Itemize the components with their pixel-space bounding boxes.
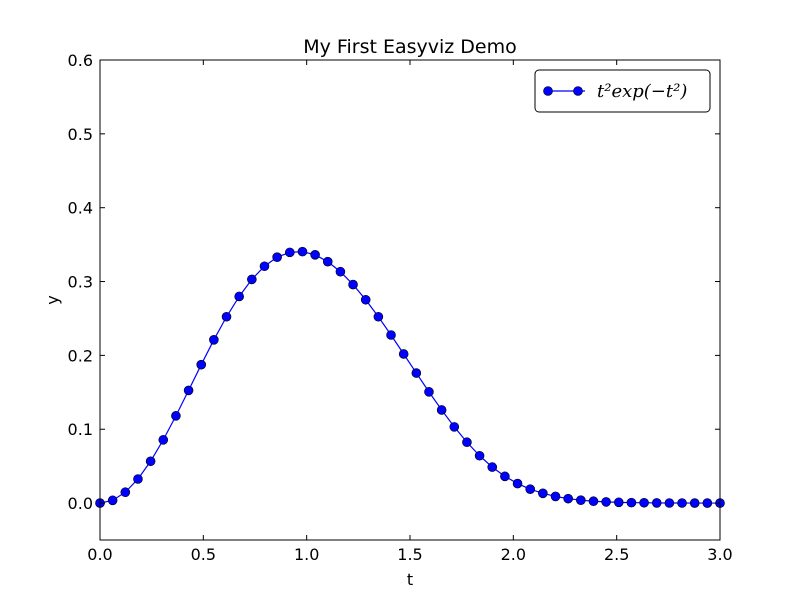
- data-point: [487, 462, 498, 472]
- data-point: [449, 422, 460, 432]
- data-point: [310, 250, 320, 260]
- x-tick-label: 3.0: [707, 545, 732, 564]
- data-point: [158, 435, 169, 445]
- data-point: [500, 471, 510, 482]
- plot-area: 0.0 0.5 1.0 1.5 2.0 2.5 3.0 0.0 0.1 0.2 0.3 0.4 0.5 0…: [68, 51, 733, 564]
- data-point: [424, 387, 434, 397]
- data-point: [247, 274, 257, 285]
- data-point: [183, 385, 194, 396]
- data-point: [322, 256, 333, 267]
- data-point: [297, 246, 308, 257]
- x-tick-label: 2.5: [604, 545, 629, 564]
- legend-marker-swatch: [573, 86, 583, 96]
- data-point: [196, 359, 207, 370]
- data-point: [120, 487, 131, 498]
- y-tick-label: 0.1: [68, 420, 93, 439]
- data-point: [639, 497, 649, 508]
- data-point: [234, 291, 244, 302]
- data-point: [360, 294, 371, 305]
- data-point: [538, 488, 548, 499]
- data-point: [373, 311, 384, 322]
- data-point: [626, 497, 637, 508]
- chart-title: My First Easyviz Demo: [303, 36, 516, 58]
- x-axis-label: t: [407, 570, 413, 589]
- data-point: [563, 493, 573, 504]
- y-tick-label: 0.2: [68, 346, 93, 365]
- x-tick-label: 1.0: [294, 545, 319, 564]
- data-point: [664, 498, 675, 508]
- data-point: [512, 478, 523, 489]
- data-point: [677, 498, 687, 508]
- plot-frame: [99, 59, 721, 541]
- data-point: [348, 279, 358, 290]
- data-point: [436, 405, 447, 415]
- legend: t²exp(−t²): [534, 69, 711, 113]
- data-point: [259, 261, 270, 272]
- data-point: [613, 497, 624, 508]
- data-point: [335, 266, 346, 277]
- data-point: [601, 497, 611, 507]
- y-tick-label: 0.4: [68, 199, 93, 218]
- data-point: [462, 437, 472, 448]
- y-tick-label: 0.6: [68, 51, 93, 70]
- data-point: [171, 411, 181, 421]
- data-point: [398, 349, 409, 359]
- y-tick-label: 0.0: [68, 494, 93, 513]
- y-axis-label: y: [43, 295, 62, 304]
- data-point: [221, 311, 232, 322]
- data-point: [588, 496, 599, 507]
- legend-box: [534, 69, 711, 113]
- data-point: [474, 450, 485, 461]
- x-tick-label: 2.0: [501, 545, 526, 564]
- x-tick-label: 0.5: [191, 545, 216, 564]
- data-point: [272, 252, 282, 262]
- legend-entry-label: t²exp(−t²): [597, 81, 687, 102]
- data-point: [145, 456, 156, 467]
- data-point: [386, 330, 396, 340]
- data-point: [576, 495, 586, 506]
- data-point: [651, 498, 662, 508]
- data-point: [209, 334, 219, 345]
- x-tick-label: 0.0: [87, 545, 112, 564]
- legend-marker-swatch: [543, 86, 553, 96]
- x-tick-label: 1.5: [397, 545, 422, 564]
- data-point: [284, 247, 295, 258]
- data-point: [702, 498, 713, 508]
- data-point: [411, 368, 422, 378]
- data-point: [133, 474, 143, 484]
- data-point: [525, 484, 536, 494]
- y-tick-label: 0.5: [68, 125, 93, 144]
- y-tick-label: 0.3: [68, 273, 93, 292]
- data-point: [107, 495, 118, 506]
- series-layer: [95, 246, 725, 508]
- data-point: [550, 491, 561, 502]
- data-point: [689, 498, 700, 508]
